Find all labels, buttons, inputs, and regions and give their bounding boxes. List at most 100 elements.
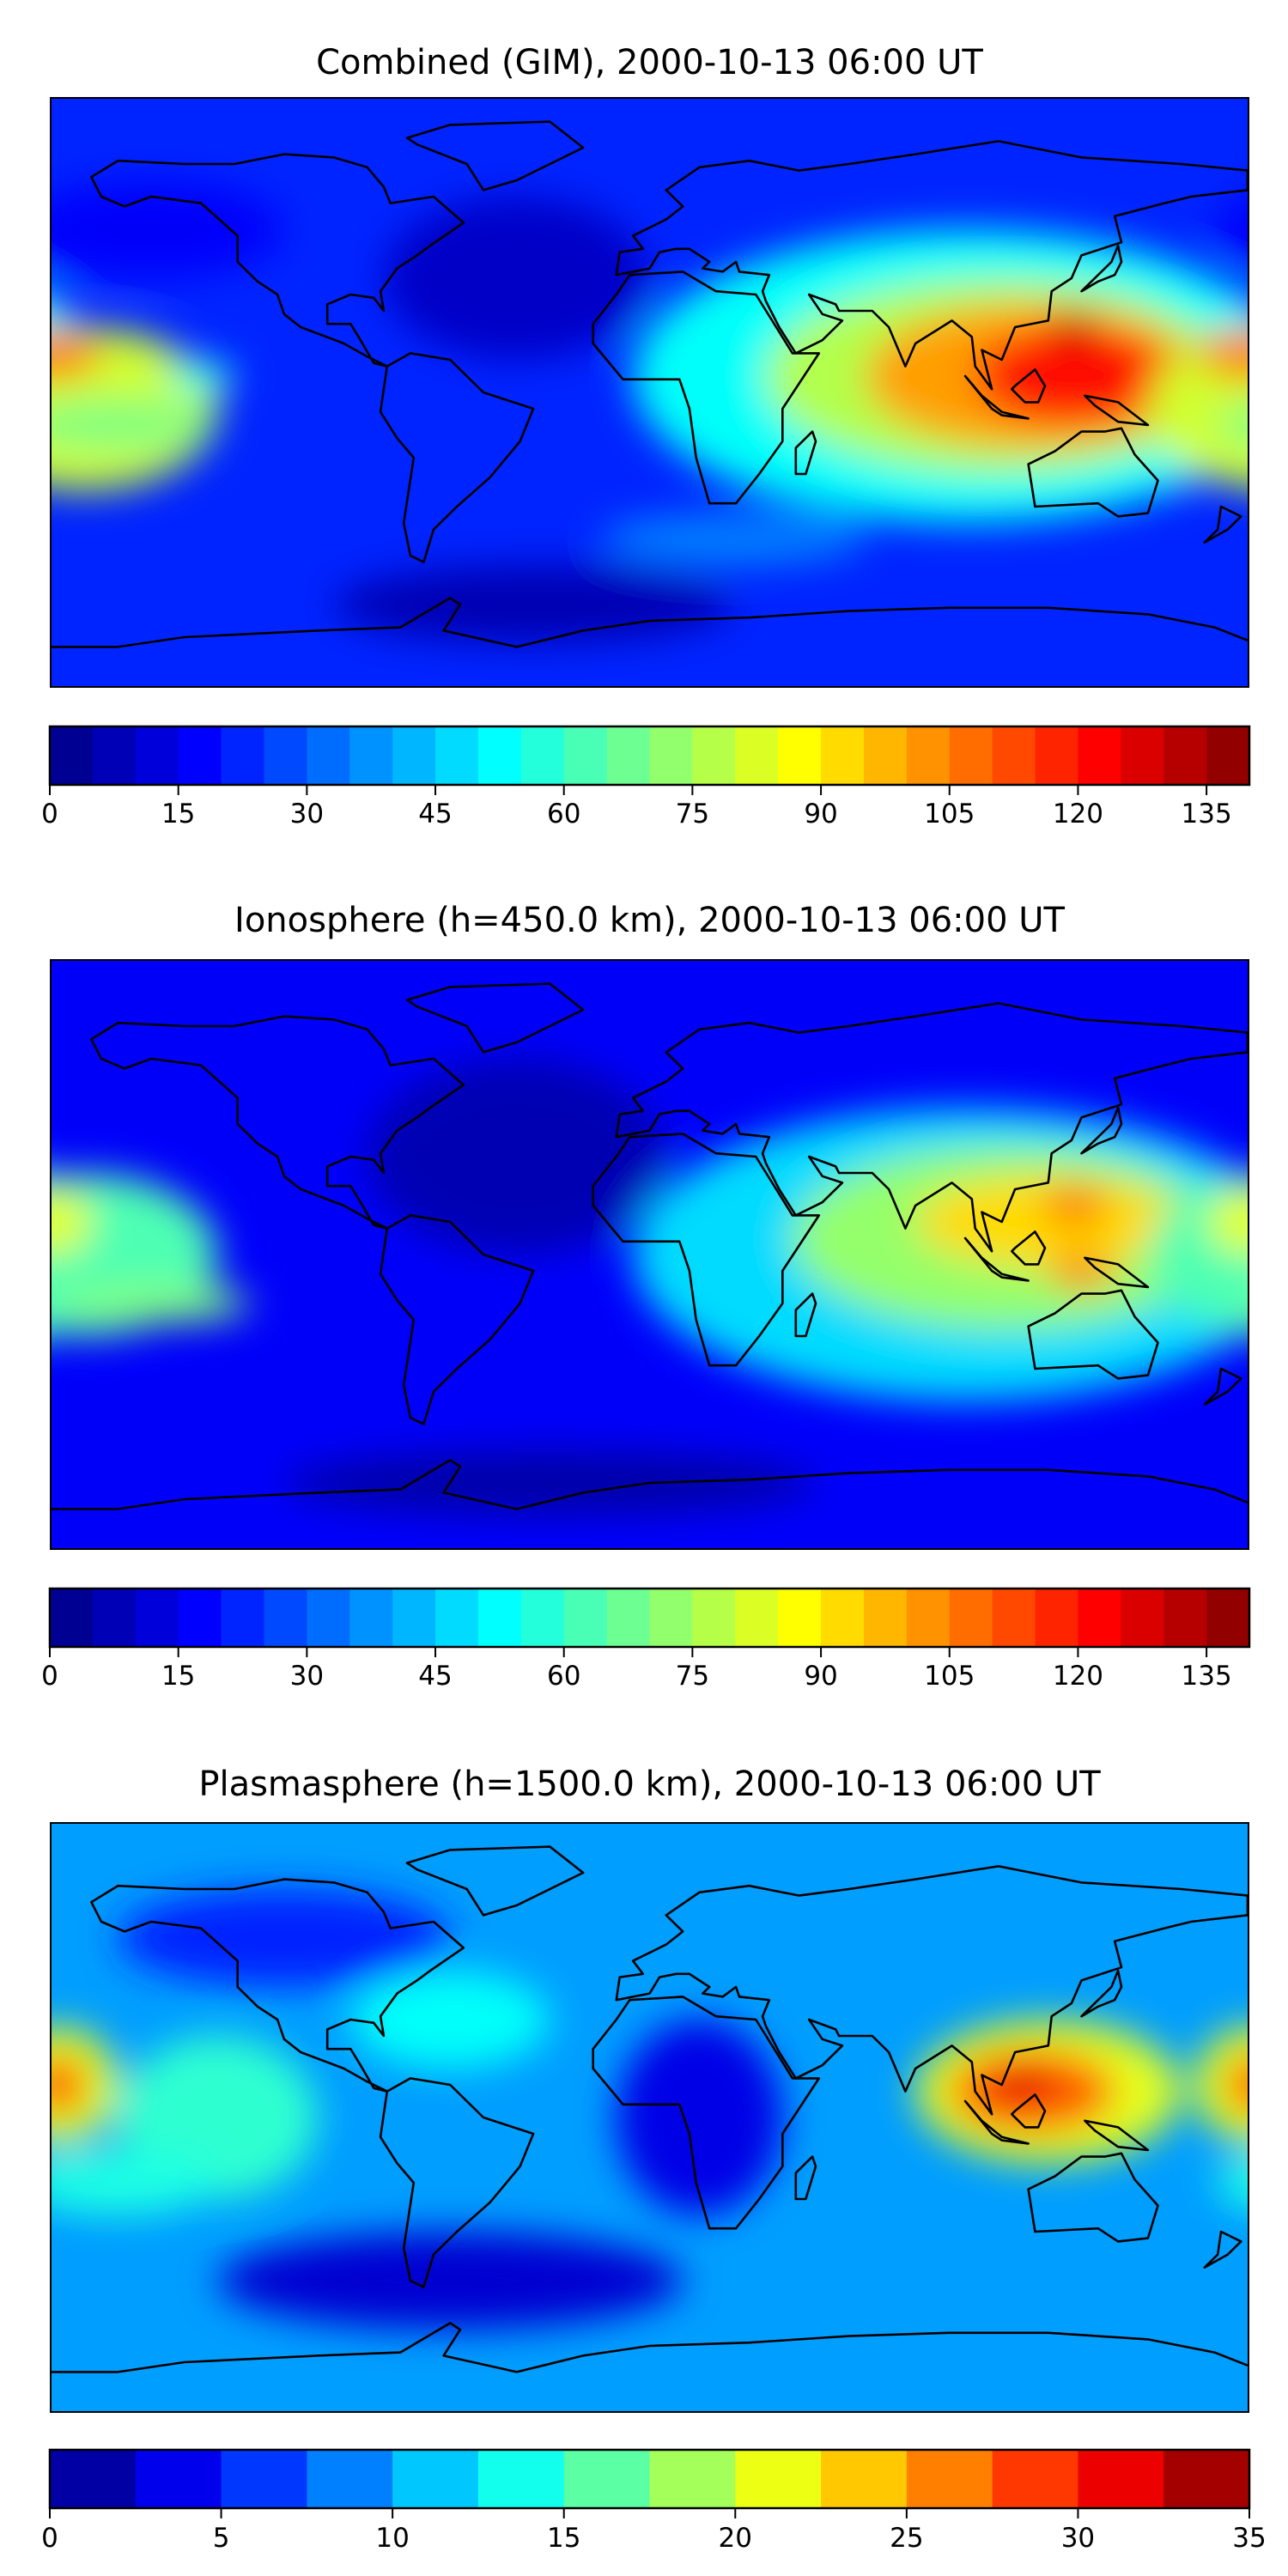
colorbar-tick-label: 30 xyxy=(289,799,325,829)
coastline-borneo xyxy=(1011,2093,1047,2129)
tec-contour-region xyxy=(1042,1186,1109,1225)
colorbar-segment xyxy=(50,1589,94,1647)
coastline-japan xyxy=(1080,1969,1123,2018)
colorbar-segment xyxy=(563,2450,651,2508)
colorbar-tick-label: 105 xyxy=(924,799,975,829)
panel-1-colorbar xyxy=(48,725,1251,795)
coastline-japan xyxy=(1080,244,1123,293)
tec-contour-region xyxy=(283,1450,816,1516)
colorbar-segment xyxy=(307,1589,350,1647)
coastline-south-america xyxy=(379,352,535,563)
coastline-antarctica xyxy=(52,1459,1248,1510)
tec-contour-region xyxy=(52,398,218,452)
colorbar-segment xyxy=(778,726,822,785)
colorbar-tick-label: 5 xyxy=(212,2523,230,2554)
coastlines xyxy=(52,982,1248,1510)
tec-contour-region xyxy=(52,327,102,380)
tec-contour-region xyxy=(217,2232,683,2330)
panel-2-colorbar-ticks: 0 15 30 45 60 75 90 105 120 135 xyxy=(41,1661,1249,1695)
coastline-north-america xyxy=(90,153,465,368)
colorbar-segment xyxy=(906,726,951,785)
coastline-greenland xyxy=(405,982,585,1054)
colorbar-segment xyxy=(821,1589,865,1647)
panel-1-map xyxy=(50,97,1249,688)
colorbar-segment xyxy=(349,726,393,785)
panel-3-title: Plasmasphere (h=1500.0 km), 2000-10-13 0… xyxy=(198,1765,1101,1804)
colorbar-tick-label: 120 xyxy=(1052,1661,1104,1692)
colorbar-frame xyxy=(48,2448,1251,2510)
colorbar-segment xyxy=(949,1589,993,1647)
colorbar-tick-label: 60 xyxy=(546,1661,581,1692)
coastline-australia xyxy=(1027,1289,1159,1380)
coastline-borneo xyxy=(1011,368,1047,404)
colorbar-segment xyxy=(392,2450,479,2508)
colorbar-segment xyxy=(1078,1589,1121,1647)
coastline-antarctica xyxy=(52,2322,1248,2373)
colorbar-segment xyxy=(735,1589,779,1647)
colorbar-segment xyxy=(135,1589,179,1647)
panel-1-colorbar-ticks: 0 15 30 45 60 75 90 105 120 135 xyxy=(41,799,1249,833)
colorbar-segment xyxy=(349,1589,393,1647)
colorbar-segment xyxy=(520,726,565,785)
coastline-africa xyxy=(592,270,821,505)
colorbar-tick-label: 25 xyxy=(890,2523,924,2554)
colorbar-segment xyxy=(264,1589,307,1647)
colorbar-segment xyxy=(906,2450,993,2508)
coastline-sumatra-java xyxy=(963,2099,1030,2145)
coastline-south-america xyxy=(379,2077,535,2288)
colorbar-tick-label: 30 xyxy=(1060,2523,1096,2554)
colorbar-tick-label: 10 xyxy=(375,2523,410,2554)
colorbar-segment xyxy=(906,1589,951,1647)
colorbar-segment xyxy=(649,2450,736,2508)
colorbar-segment xyxy=(778,1589,822,1647)
colorbar-segment xyxy=(821,2450,908,2508)
colorbar-tick-label: 15 xyxy=(161,1661,196,1692)
colorbar-segment xyxy=(1206,726,1250,785)
colorbar-segment xyxy=(1078,726,1121,785)
colorbar-segment xyxy=(307,726,350,785)
colorbar-segment xyxy=(135,2450,222,2508)
coastline-south-america xyxy=(379,1214,535,1425)
colorbar-segment xyxy=(477,2450,565,2508)
colorbar-segment xyxy=(735,2450,822,2508)
colorbar-segment xyxy=(1163,2450,1250,2508)
colorbar-segment xyxy=(178,1589,222,1647)
colorbar-segment xyxy=(477,726,522,785)
tec-contour-region xyxy=(52,180,284,278)
colorbar-segment xyxy=(1121,1589,1164,1647)
colorbar-segment xyxy=(992,726,1036,785)
tec-contour-region xyxy=(599,513,866,566)
colorbar-segment xyxy=(821,726,865,785)
colorbar-segment xyxy=(863,726,908,785)
colorbar-tick-label: 0 xyxy=(41,2523,58,2554)
tec-contour-region xyxy=(1197,327,1248,380)
plasmasphere-tec-map xyxy=(52,1824,1248,2411)
colorbar-tick-label: 15 xyxy=(546,2523,581,2554)
colorbar-segment xyxy=(92,726,137,785)
colorbar-segment xyxy=(649,726,693,785)
colorbar-segment xyxy=(563,1589,608,1647)
tec-contour-region xyxy=(52,2055,85,2115)
tec-contour-region xyxy=(167,360,234,392)
coastline-madagascar xyxy=(794,2155,817,2201)
colorbar-segment xyxy=(1163,1589,1207,1647)
coastline-africa xyxy=(592,1133,821,1367)
coastline-north-america xyxy=(90,1878,465,2093)
coastline-new-guinea xyxy=(1084,2119,1150,2152)
colorbar-tick-label: 135 xyxy=(1181,799,1232,829)
colorbar-segment xyxy=(1121,726,1164,785)
coastline-north-america xyxy=(90,1015,465,1230)
colorbar-segment xyxy=(92,1589,137,1647)
tec-contour-region xyxy=(118,1889,451,1987)
ionosphere-tec-map xyxy=(52,961,1248,1548)
colorbar-segment xyxy=(392,1589,436,1647)
colorbar-segment xyxy=(1035,726,1079,785)
panel-3-map xyxy=(50,1822,1249,2413)
colorbar-tick-label: 15 xyxy=(161,799,196,829)
tec-contour-region xyxy=(915,1176,1182,1268)
panel-2-map xyxy=(50,959,1249,1550)
tec-contour-region xyxy=(52,1189,92,1255)
coastline-sumatra-java xyxy=(963,1236,1030,1282)
coastline-new-guinea xyxy=(1084,1256,1150,1289)
coastline-africa xyxy=(592,1996,821,2230)
